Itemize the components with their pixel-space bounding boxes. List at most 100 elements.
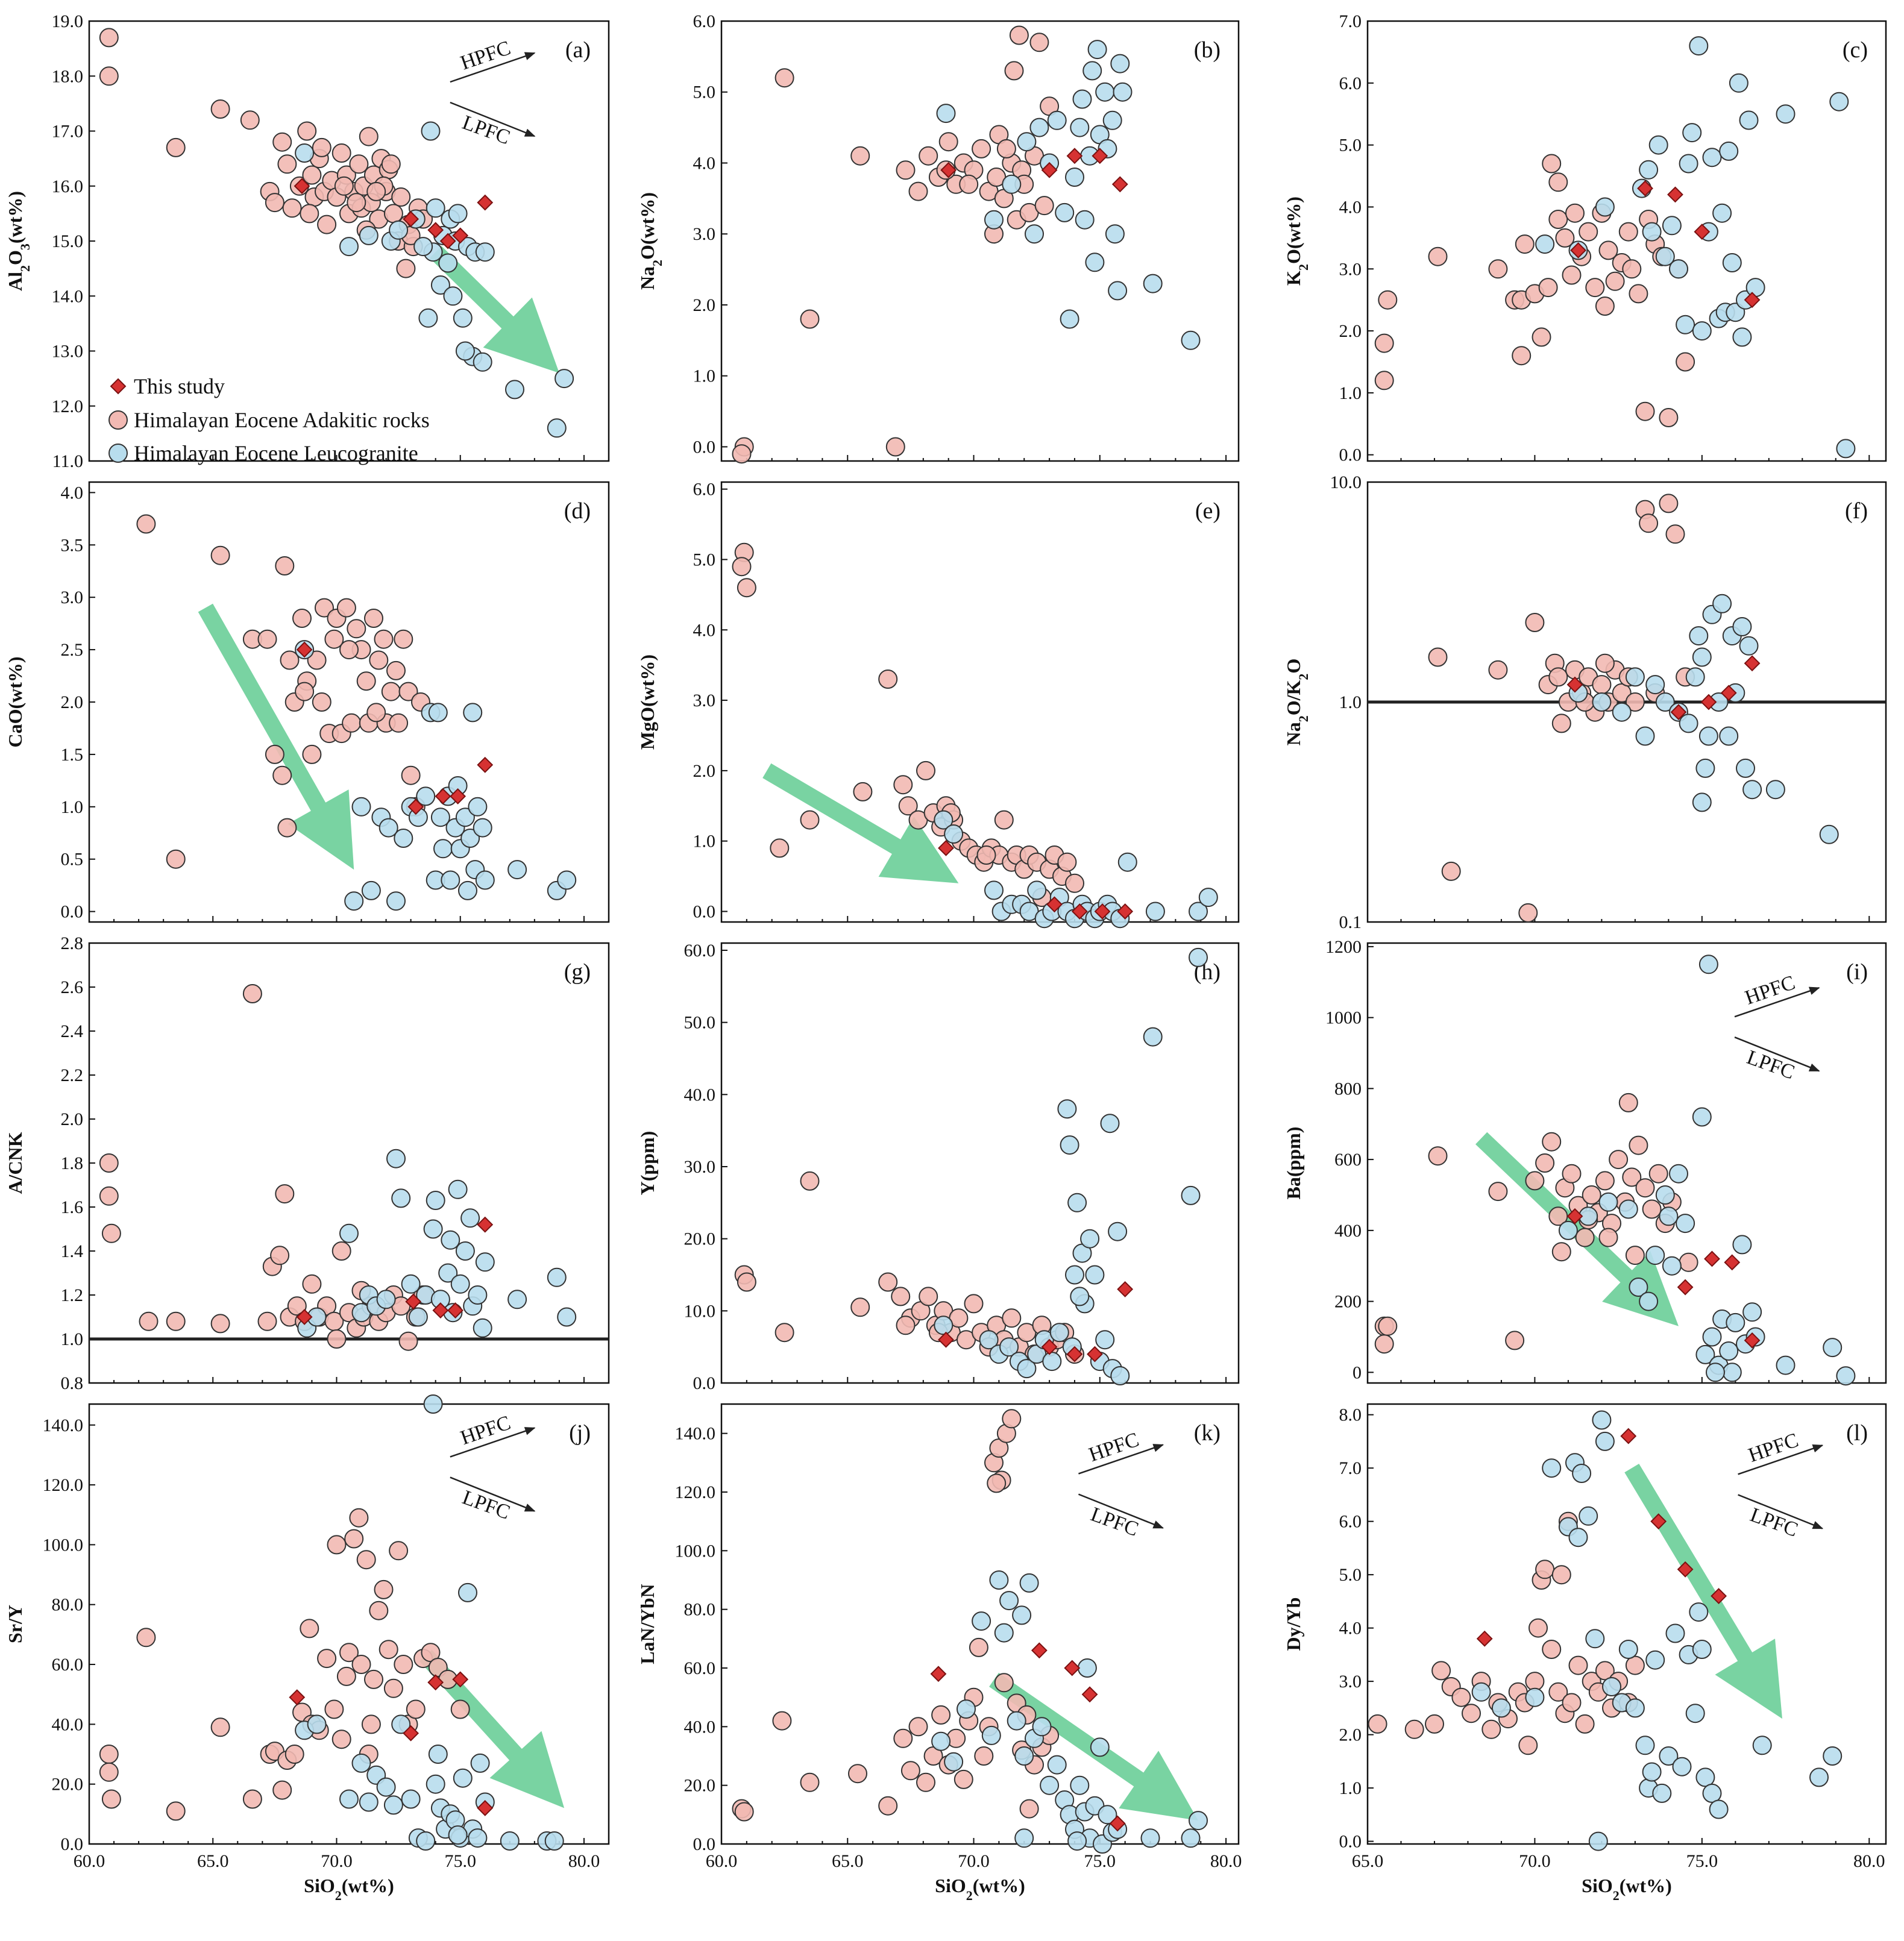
- leucogranite-point: [1698, 955, 1718, 974]
- adakitic-point: [386, 660, 406, 680]
- adakitic-point: [919, 146, 938, 166]
- adakitic-point: [99, 1762, 119, 1782]
- leucogranite-point: [544, 1831, 564, 1851]
- leucogranite-point: [1181, 1828, 1201, 1848]
- leucogranite-point: [1029, 118, 1049, 137]
- adakitic-point: [364, 609, 383, 628]
- leucogranite-point: [1635, 1736, 1655, 1755]
- lpfc-arrow: [1738, 1494, 1824, 1529]
- leucogranite-point: [1765, 780, 1785, 800]
- y-tick-label: 0.0: [1339, 445, 1362, 465]
- leucogranite-point: [1642, 1762, 1662, 1782]
- y-tick-label: 3.5: [61, 535, 84, 555]
- y-tick-label: 60.0: [52, 1655, 84, 1675]
- this-study-point: [427, 222, 444, 239]
- y-tick-label: 6.0: [693, 480, 716, 500]
- leucogranite-point: [507, 1290, 527, 1309]
- leucogranite-point: [401, 1274, 421, 1294]
- adakitic-point: [931, 1705, 951, 1725]
- y-tick-label: 2.4: [61, 1021, 84, 1041]
- adakitic-point: [732, 444, 752, 464]
- adakitic-point: [1009, 25, 1029, 45]
- leucogranite-point: [1067, 1193, 1087, 1212]
- adakitic-point: [315, 598, 334, 618]
- leucogranite-point: [999, 1591, 1019, 1611]
- adakitic-point: [1575, 1228, 1595, 1247]
- leucogranite-point: [1719, 1341, 1739, 1361]
- leucogranite-point: [1823, 1338, 1843, 1358]
- adakitic-point: [339, 640, 359, 660]
- adakitic-point: [1629, 1135, 1648, 1155]
- adakitic-point: [919, 1287, 938, 1306]
- leucogranite-point: [1070, 1775, 1090, 1795]
- adakitic-point: [954, 1769, 973, 1789]
- leucogranite-point: [359, 225, 379, 245]
- adakitic-point: [774, 68, 794, 88]
- leucogranite-point: [1639, 1291, 1659, 1311]
- adakitic-point: [1034, 196, 1054, 216]
- leucogranite-point: [468, 1828, 488, 1848]
- leucogranite-point: [1809, 1767, 1829, 1787]
- this-study-point: [1694, 224, 1711, 240]
- y-tick-label: 0: [1353, 1362, 1362, 1382]
- this-study-point: [1650, 1513, 1667, 1530]
- adakitic-point: [1428, 246, 1448, 266]
- leucogranite-point: [1542, 1458, 1562, 1478]
- adakitic-point: [210, 1717, 230, 1737]
- this-study-point: [938, 839, 954, 856]
- this-study-point: [1117, 1281, 1134, 1297]
- this-study-point: [452, 1671, 469, 1688]
- this-study-point: [447, 1302, 463, 1319]
- leucogranite-point: [428, 1745, 448, 1764]
- leucogranite-point: [1060, 309, 1079, 329]
- adakitic-point: [317, 1649, 337, 1669]
- adakitic-point: [265, 193, 284, 213]
- adakitic-point: [1659, 408, 1679, 427]
- leucogranite-point: [1019, 1573, 1039, 1593]
- adakitic-point: [1679, 1252, 1698, 1272]
- leucogranite-point: [1669, 1164, 1688, 1184]
- leucogranite-point: [934, 1315, 954, 1335]
- this-study-point: [1720, 685, 1737, 701]
- leucogranite-point: [1602, 1677, 1621, 1696]
- x-tick-label: 75.0: [1084, 1851, 1116, 1871]
- leucogranite-point: [1189, 1811, 1208, 1831]
- this-study-point: [477, 756, 494, 773]
- this-study-point: [435, 788, 451, 804]
- y-tick-label: 20.0: [52, 1775, 84, 1795]
- adakitic-point: [1488, 259, 1508, 279]
- legend: This study Himalayan Eocene Adakitic roc…: [108, 374, 430, 465]
- y-tick-label: 2.0: [693, 761, 716, 781]
- adakitic-point: [101, 1789, 121, 1809]
- adakitic-point: [732, 557, 752, 577]
- adakitic-point: [292, 609, 312, 628]
- adakitic-point: [1425, 1714, 1444, 1734]
- adakitic-point: [1562, 1164, 1582, 1184]
- panel-f: 0.1 1.0 10.0 Na2O/K2O (f): [1283, 472, 1887, 932]
- leucogranite-point: [1752, 1736, 1772, 1755]
- leucogranite-point: [448, 1825, 468, 1845]
- adakitic-point: [280, 650, 300, 670]
- y-tick-label: 4.0: [693, 153, 716, 173]
- leucogranite-point: [1645, 1246, 1665, 1265]
- y-tick-label: 0.0: [693, 1373, 716, 1393]
- adakitic-point: [893, 775, 913, 795]
- y-tick-label: 10.0: [1330, 472, 1362, 492]
- leucogranite-point: [934, 810, 954, 830]
- adakitic-point: [1551, 1242, 1571, 1262]
- leucogranite-point: [1065, 168, 1084, 187]
- leucogranite-point: [1070, 118, 1090, 137]
- leucogranite-point: [1017, 132, 1037, 152]
- x-tick-label: 75.0: [444, 1851, 476, 1871]
- y-tick-label: 8.0: [1339, 1405, 1362, 1425]
- hpfc-arrow: [450, 1427, 536, 1458]
- leucogranite-point: [1618, 1640, 1638, 1659]
- panel-label: (l): [1846, 1420, 1868, 1446]
- panel-label: (e): [1195, 498, 1221, 524]
- y-tick-label: 1.8: [61, 1153, 84, 1173]
- lpfc-arrow: [450, 101, 536, 137]
- lpfc-arrow: [1078, 1493, 1164, 1529]
- this-study-point: [938, 1331, 954, 1348]
- leucogranite-point: [1732, 617, 1752, 636]
- leucogranite-point: [1105, 224, 1125, 244]
